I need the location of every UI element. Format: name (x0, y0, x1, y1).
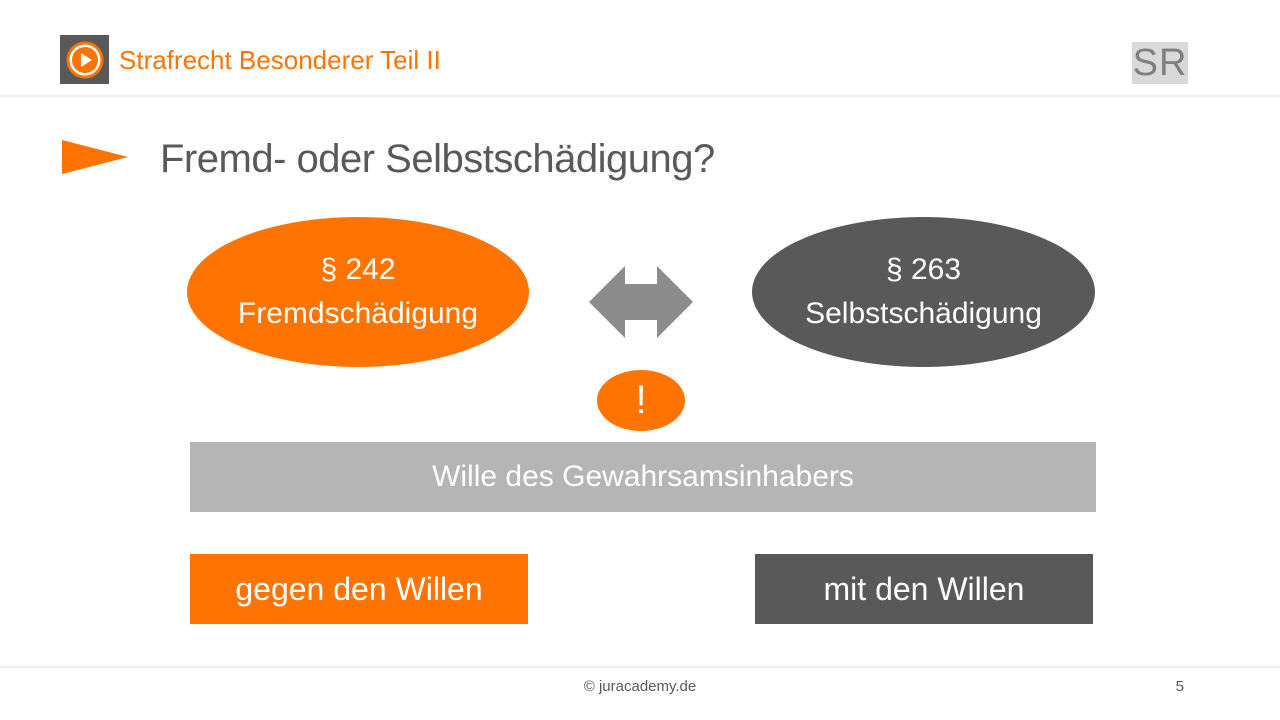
sr-badge: SR (1132, 42, 1188, 84)
fremdschaedigung-ellipse: § 242 Fremdschädigung (187, 217, 529, 367)
header-divider (0, 95, 1280, 97)
exclamation-badge: ! (597, 370, 685, 431)
triangle-arrow-icon (62, 140, 128, 174)
criterion-bar: Wille des Gewahrsamsinhabers (190, 442, 1096, 512)
slide-title: Fremd- oder Selbstschädigung? (160, 137, 715, 181)
footer-divider (0, 666, 1280, 668)
page-number: 5 (1175, 678, 1184, 695)
with-will-box: mit den Willen (755, 554, 1093, 624)
logo (60, 35, 109, 84)
against-will-box: gegen den Willen (190, 554, 528, 624)
section-242-label: § 242 (320, 253, 396, 286)
play-circle-icon (66, 41, 103, 78)
double-arrow-icon (589, 266, 693, 338)
fremdschaedigung-label: Fremdschädigung (237, 297, 479, 330)
copyright: © juracademy.de (583, 678, 697, 695)
course-title: Strafrecht Besonderer Teil II (119, 45, 441, 75)
section-263-label: § 263 (885, 253, 962, 286)
selbstschaedigung-ellipse: § 263 Selbstschädigung (752, 217, 1095, 367)
selbstschaedigung-label: Selbstschädigung (805, 297, 1042, 330)
